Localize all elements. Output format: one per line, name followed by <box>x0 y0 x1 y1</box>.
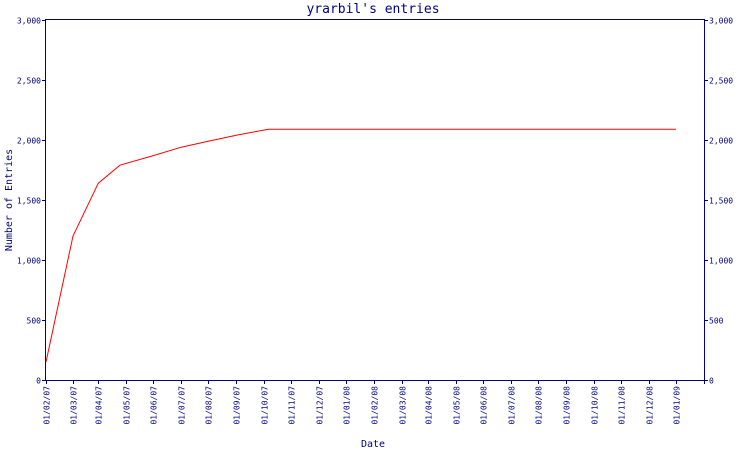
y-tick-label-right: 0 <box>709 377 714 386</box>
x-tick-label: 01/01/09 <box>673 386 682 425</box>
y-tick-label-right: 2,000 <box>709 137 733 146</box>
x-tick-label: 01/03/08 <box>399 386 408 425</box>
x-tick-label: 01/03/07 <box>70 386 79 425</box>
series-line <box>45 128 677 363</box>
x-tick-label: 01/11/08 <box>618 386 627 425</box>
plot-frame <box>45 19 705 381</box>
x-tick-label: 01/11/07 <box>288 386 297 425</box>
x-tick-label: 01/01/08 <box>343 386 352 425</box>
chart-title: yrarbil's entries <box>306 2 439 17</box>
x-tick-label: 01/05/08 <box>453 386 462 425</box>
y-tick-label-right: 500 <box>709 317 724 326</box>
y-tick-label-left: 2,500 <box>17 77 41 86</box>
x-tick-label: 01/08/07 <box>205 386 214 425</box>
x-tick-label: 01/09/07 <box>233 386 242 425</box>
y-tick-label-left: 3,000 <box>17 17 41 26</box>
x-tick-label: 01/07/07 <box>178 386 187 425</box>
x-tick-label: 01/06/08 <box>480 386 489 425</box>
y-tick-label-left: 500 <box>27 317 42 326</box>
x-tick-label: 01/12/08 <box>646 386 655 425</box>
x-tick-label: 01/12/07 <box>316 386 325 425</box>
y-tick-label-right: 2,500 <box>709 77 733 86</box>
x-tick-label: 01/04/07 <box>95 386 104 425</box>
y-axis-title: Number of Entries <box>4 149 15 251</box>
y-tick-label-right: 3,000 <box>709 17 733 26</box>
y-tick-label-left: 0 <box>36 377 41 386</box>
x-tick-label: 01/09/08 <box>563 386 572 425</box>
x-tick-label: 01/02/07 <box>43 386 52 425</box>
x-tick-label: 01/04/08 <box>425 386 434 425</box>
x-tick-label: 01/06/07 <box>150 386 159 425</box>
x-tick-label: 01/08/08 <box>535 386 544 425</box>
y-tick-label-left: 2,000 <box>17 137 41 146</box>
x-tick-label: 01/10/08 <box>591 386 600 425</box>
x-tick-label: 01/02/08 <box>371 386 380 425</box>
y-tick-label-left: 1,000 <box>17 257 41 266</box>
y-tick-label-right: 1,000 <box>709 257 733 266</box>
x-tick-label: 01/07/08 <box>508 386 517 425</box>
x-axis-title: Date <box>361 439 385 450</box>
y-tick-label-left: 1,500 <box>17 197 41 206</box>
y-tick-label-right: 1,500 <box>709 197 733 206</box>
x-tick-label: 01/10/07 <box>261 386 270 425</box>
x-tick-label: 01/05/07 <box>123 386 132 425</box>
